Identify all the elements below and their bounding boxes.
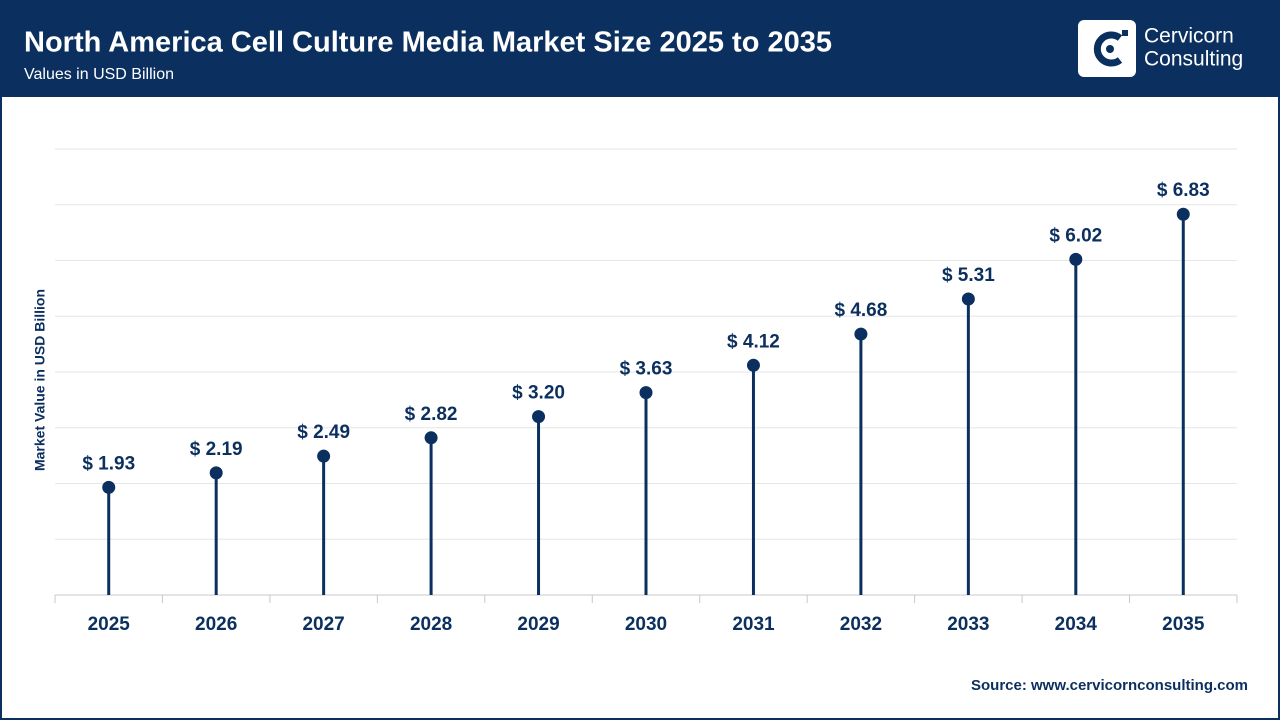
value-label: $ 2.49: [297, 422, 350, 443]
dot: [424, 431, 438, 445]
value-label: $ 3.20: [512, 383, 565, 404]
value-label: $ 6.83: [1157, 180, 1210, 201]
dot: [209, 466, 223, 480]
dot: [961, 292, 975, 306]
value-label: $ 3.63: [620, 359, 673, 380]
value-label: $ 4.12: [727, 331, 780, 352]
value-label: $ 4.68: [834, 300, 887, 321]
y-axis-label: Market Value in USD Billion: [32, 289, 48, 471]
logo-square: [1122, 30, 1128, 36]
dot: [317, 449, 331, 463]
x-tick-label: 2030: [625, 614, 667, 635]
value-label: $ 5.31: [942, 265, 995, 286]
dot: [532, 410, 546, 424]
source: Source: www.cervicornconsulting.com: [971, 677, 1248, 694]
x-tick-label: 2034: [1055, 614, 1098, 635]
logo-text: Cervicorn: [1144, 25, 1234, 48]
x-tick-label: 2026: [195, 614, 237, 635]
x-tick-label: 2027: [302, 614, 344, 635]
dot: [102, 480, 116, 494]
chart-subtitle: Values in USD Billion: [24, 66, 174, 83]
value-label: $ 2.19: [190, 439, 243, 460]
dot: [746, 358, 760, 372]
dot: [854, 327, 868, 341]
dot: [1176, 207, 1190, 221]
x-tick-label: 2031: [732, 614, 775, 635]
value-label: $ 1.93: [82, 453, 135, 474]
x-tick-label: 2029: [517, 614, 559, 635]
x-tick-label: 2025: [88, 614, 131, 635]
x-tick-label: 2028: [410, 614, 452, 635]
chart-title: North America Cell Culture Media Market …: [24, 27, 832, 59]
x-tick-label: 2032: [840, 614, 882, 635]
dot: [1069, 252, 1083, 266]
x-tick-label: 2035: [1162, 614, 1205, 635]
value-label: $ 2.82: [405, 404, 458, 425]
x-tick-label: 2033: [947, 614, 989, 635]
logo-icon: [1093, 31, 1123, 67]
value-label: $ 6.02: [1049, 225, 1102, 246]
dot: [639, 386, 653, 400]
logo-dot: [1106, 45, 1114, 53]
logo-text: Consulting: [1144, 48, 1243, 71]
header-bar: [0, 0, 1280, 97]
